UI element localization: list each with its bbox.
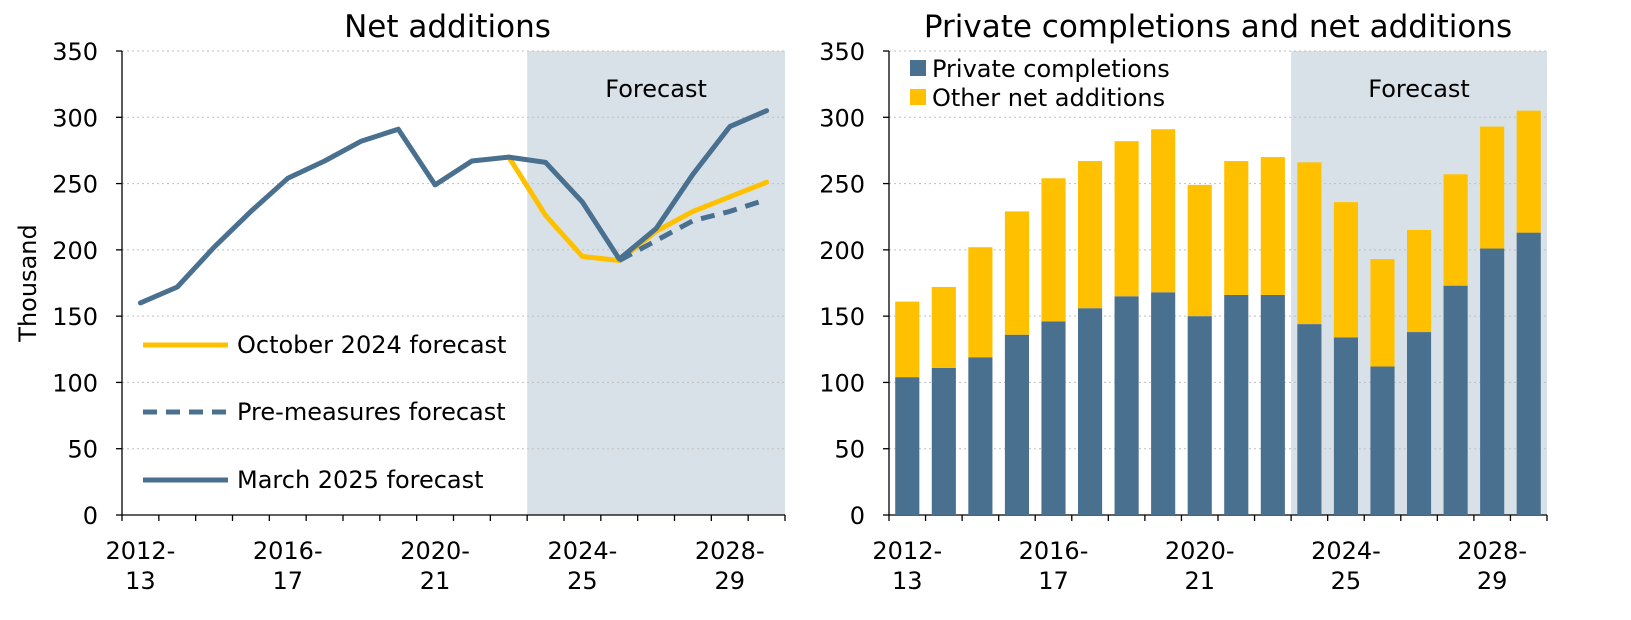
x-tick-label-line1: 2024- — [1311, 537, 1381, 565]
bar-private-completions — [1370, 366, 1395, 515]
y-tick-label: 350 — [819, 38, 865, 66]
y-tick-label: 200 — [819, 237, 865, 265]
legend-label-1: Pre-measures forecast — [237, 398, 506, 426]
bar-other-net-additions — [1406, 229, 1432, 333]
bar-private-completions — [1004, 334, 1030, 515]
bar-private-completions — [1406, 332, 1432, 515]
y-tick-label: 50 — [834, 436, 865, 464]
y-axis-label: Thousand — [14, 224, 42, 342]
legend-label-1: Other net additions — [932, 84, 1165, 112]
y-tick-label: 300 — [52, 104, 98, 132]
y-tick-label: 150 — [52, 303, 98, 331]
x-tick-label-line2: 21 — [420, 567, 451, 595]
y-tick-label: 0 — [83, 502, 98, 530]
y-tick-label: 0 — [850, 502, 865, 530]
y-tick-label: 200 — [52, 237, 98, 265]
bar-other-net-additions — [1004, 211, 1030, 335]
series-line-1 — [618, 197, 768, 263]
bar-other-net-additions — [1370, 259, 1395, 367]
bar-private-completions — [1443, 285, 1468, 515]
chart-title: Net additions — [344, 9, 551, 45]
x-tick-label-line1: 2024- — [548, 537, 618, 565]
bar-private-completions — [1224, 294, 1249, 515]
legend-swatch-0 — [910, 60, 926, 76]
net-additions-chart: Forecast 0 50 100 150 200 250 300 350 2012-13 2016… — [14, 9, 786, 595]
x-tick-label-line1: 2028- — [695, 537, 765, 565]
legend-label-2: March 2025 forecast — [237, 466, 484, 494]
bar-other-net-additions — [1077, 161, 1103, 309]
x-tick-label-line2: 17 — [272, 567, 303, 595]
forecast-region — [527, 51, 785, 515]
x-tick-label-line1: 2028- — [1457, 537, 1527, 565]
y-tick-label: 250 — [52, 171, 98, 199]
bar-private-completions — [1187, 316, 1212, 515]
bar-private-completions — [931, 367, 956, 515]
y-tick-label: 250 — [819, 171, 865, 199]
bar-private-completions — [895, 377, 920, 515]
bar-other-net-additions — [1333, 202, 1359, 338]
x-tick-label-line1: 2016- — [253, 537, 323, 565]
bar-other-net-additions — [1260, 157, 1285, 295]
y-tick-label: 100 — [819, 369, 865, 397]
bar-private-completions — [1151, 292, 1176, 515]
bar-private-completions — [1077, 308, 1103, 515]
bar-private-completions — [1297, 324, 1322, 515]
chart-title: Private completions and net additions — [924, 9, 1512, 45]
x-tick-label-line2: 29 — [714, 567, 745, 595]
x-tick-label-line2: 29 — [1477, 567, 1508, 595]
x-tick-label-line2: 13 — [125, 567, 156, 595]
y-tick-label: 300 — [819, 104, 865, 132]
x-tick-label-line1: 2012- — [106, 537, 176, 565]
x-tick-label-line2: 25 — [1331, 567, 1362, 595]
y-tick-label: 150 — [819, 303, 865, 331]
bar-private-completions — [1333, 337, 1359, 515]
bar-private-completions — [1516, 232, 1541, 515]
bar-other-net-additions — [1041, 178, 1066, 322]
legend-label-0: Private completions — [932, 55, 1170, 83]
bar-other-net-additions — [1443, 174, 1468, 286]
y-tick-label: 100 — [52, 369, 98, 397]
y-tick-label: 350 — [52, 38, 98, 66]
forecast-label: Forecast — [605, 75, 707, 103]
legend-label-0: October 2024 forecast — [237, 331, 506, 359]
bar-private-completions — [1260, 294, 1285, 515]
y-tick-label: 50 — [67, 436, 98, 464]
bar-other-net-additions — [1187, 184, 1212, 317]
x-tick-label-line2: 17 — [1038, 567, 1069, 595]
bar-other-net-additions — [1114, 141, 1139, 297]
bar-other-net-additions — [895, 301, 920, 378]
legend-swatch-1 — [910, 89, 926, 105]
bar-other-net-additions — [931, 286, 956, 368]
bar-private-completions — [968, 357, 993, 515]
bar-other-net-additions — [968, 247, 993, 358]
bar-other-net-additions — [1516, 110, 1541, 233]
completions-bar-chart: Forecast 0 50 100 150 200 250 300 350 2012-13 2016… — [819, 9, 1548, 595]
bar-other-net-additions — [1480, 126, 1505, 249]
x-tick-label-line1: 2016- — [1019, 537, 1089, 565]
x-tick-label-line1: 2020- — [400, 537, 470, 565]
forecast-label: Forecast — [1368, 75, 1470, 103]
bar-other-net-additions — [1151, 129, 1176, 293]
x-tick-label-line2: 21 — [1184, 567, 1215, 595]
bar-other-net-additions — [1224, 161, 1249, 295]
bar-private-completions — [1480, 248, 1505, 515]
series-line-2 — [137, 108, 770, 306]
x-tick-label-line2: 25 — [567, 567, 598, 595]
x-tick-label-line1: 2020- — [1165, 537, 1235, 565]
bar-other-net-additions — [1297, 162, 1322, 325]
x-tick-label-line2: 13 — [892, 567, 923, 595]
bar-private-completions — [1041, 321, 1066, 515]
bar-private-completions — [1114, 296, 1139, 515]
x-tick-label-line1: 2012- — [872, 537, 942, 565]
